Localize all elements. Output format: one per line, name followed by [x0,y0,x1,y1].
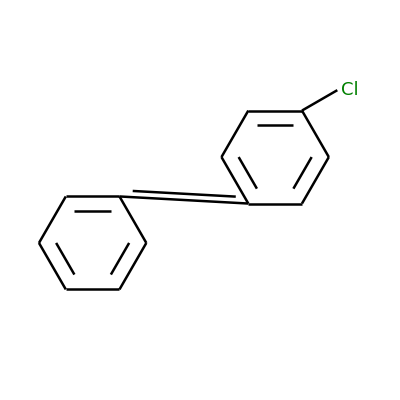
Text: Cl: Cl [340,81,358,99]
